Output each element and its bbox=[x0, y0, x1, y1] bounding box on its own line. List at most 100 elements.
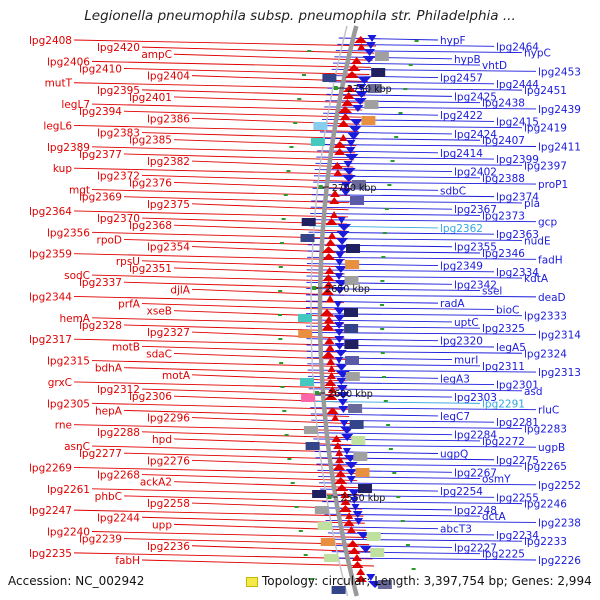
kbp-ticks: 2750 kbp 2700 kbp 2650 kbp 2600 kbp 2550 kbp bbox=[312, 84, 392, 504]
leader-line bbox=[323, 112, 439, 116]
forward-gene-arrow bbox=[324, 393, 338, 400]
accession-info: Accession: NC_002942 bbox=[8, 574, 144, 588]
reverse-gene-arrow bbox=[357, 77, 371, 84]
track-tick bbox=[382, 232, 387, 234]
genome-ring bbox=[278, 25, 419, 597]
feature-block bbox=[346, 244, 360, 253]
reverse-gene-arrow bbox=[334, 273, 344, 280]
leader-line bbox=[313, 444, 537, 448]
forward-gene-arrow bbox=[327, 372, 336, 379]
reverse-gene-arrow bbox=[345, 469, 357, 476]
leader-line bbox=[73, 381, 347, 389]
leader-line bbox=[91, 274, 345, 282]
forward-gene-label: lpg2385 bbox=[129, 135, 172, 147]
forward-gene-arrow bbox=[345, 512, 354, 519]
forward-gene-arrow bbox=[340, 491, 350, 498]
forward-gene-label: lpg2305 bbox=[47, 398, 90, 410]
forward-gene-label: motB bbox=[112, 341, 140, 353]
forward-gene-arrow bbox=[322, 253, 336, 260]
forward-gene-label: ackA2 bbox=[140, 477, 172, 489]
reverse-gene-label: lpg2233 bbox=[524, 536, 567, 548]
forward-gene-arrow bbox=[321, 288, 335, 295]
kbp-label: 2750 kbp bbox=[347, 84, 392, 95]
reverse-gene-label: gcp bbox=[538, 217, 557, 229]
reverse-gene-label: lpg2424 bbox=[454, 129, 497, 141]
track-tick bbox=[293, 122, 298, 124]
reverse-gene-arrow bbox=[367, 35, 377, 42]
leader-line bbox=[309, 400, 481, 404]
reverse-gene-label: hypC bbox=[524, 48, 551, 60]
forward-gene-label: lpg2344 bbox=[29, 291, 72, 303]
track-tick bbox=[388, 448, 393, 450]
feature-block bbox=[355, 468, 370, 477]
reverse-gene-arrow bbox=[362, 56, 376, 63]
forward-gene-label: lpg2370 bbox=[97, 213, 140, 225]
track-tick bbox=[278, 266, 283, 268]
forward-gene-label: legL6 bbox=[43, 120, 72, 132]
forward-gene-label: lpg2420 bbox=[97, 42, 140, 54]
leader-line bbox=[141, 89, 365, 97]
leader-line bbox=[306, 269, 495, 273]
leader-line bbox=[331, 68, 537, 72]
leader-line bbox=[173, 352, 346, 360]
forward-gene-arrow bbox=[325, 239, 336, 246]
feature-block bbox=[298, 330, 313, 338]
leader-line bbox=[308, 382, 495, 386]
reverse-gene-arrow bbox=[339, 420, 349, 427]
reverse-gene-label: lpg2388 bbox=[482, 173, 525, 185]
leader-line bbox=[309, 219, 537, 223]
leader-line bbox=[316, 156, 495, 160]
reverse-gene-label: lpg2314 bbox=[538, 329, 581, 341]
leader-line bbox=[91, 360, 346, 367]
leader-line bbox=[173, 310, 345, 318]
leader-line bbox=[191, 459, 356, 467]
track-tick bbox=[380, 352, 385, 354]
reverse-gene-label: lpg2248 bbox=[454, 505, 497, 517]
forward-gene-label: hemA bbox=[59, 313, 90, 325]
forward-gene-arrow bbox=[333, 141, 347, 148]
reverse-gene-label: deaD bbox=[538, 292, 566, 304]
reverse-gene-label: lpg2225 bbox=[482, 549, 525, 561]
reverse-gene-arrow bbox=[344, 462, 358, 469]
reverse-gene-arrow bbox=[336, 231, 350, 238]
reverse-gene-label: lpg2267 bbox=[454, 467, 497, 479]
reverse-gene-label: lpg2415 bbox=[496, 116, 539, 128]
feature-block bbox=[344, 324, 359, 333]
feature-block bbox=[371, 68, 386, 77]
feature-block bbox=[310, 138, 325, 146]
feature-block bbox=[345, 260, 360, 269]
feature-block bbox=[320, 538, 335, 546]
leader-line bbox=[191, 117, 360, 125]
track-tick bbox=[396, 496, 401, 498]
reverse-gene-arrow bbox=[335, 357, 344, 364]
forward-gene-label: rpoD bbox=[97, 234, 123, 246]
reverse-gene-label: lpg2333 bbox=[524, 311, 567, 323]
reverse-gene-label: lpg2303 bbox=[454, 392, 497, 404]
leader-line bbox=[91, 445, 354, 453]
reverse-gene-arrow bbox=[345, 147, 356, 154]
reverse-gene-label: lpg2362 bbox=[440, 223, 483, 235]
forward-gene-label: motA bbox=[162, 370, 191, 382]
reverse-gene-label: lpg2275 bbox=[496, 455, 539, 467]
leader-line bbox=[334, 56, 453, 60]
forward-gene-arrow bbox=[335, 456, 345, 463]
reverse-gene-arrow bbox=[364, 49, 376, 56]
reverse-gene-label: lpg2255 bbox=[496, 492, 539, 504]
feature-block bbox=[314, 506, 329, 514]
forward-gene-label: lpg2356 bbox=[47, 227, 90, 239]
leader-line bbox=[311, 194, 495, 198]
forward-gene-label: kup bbox=[53, 163, 72, 175]
forward-gene-label: lpg2364 bbox=[29, 206, 72, 218]
forward-gene-label: legL7 bbox=[61, 99, 90, 111]
leader-line bbox=[91, 60, 371, 68]
track-tick bbox=[380, 304, 384, 306]
reverse-gene-label: lpg2234 bbox=[496, 530, 539, 542]
reverse-gene-arrow bbox=[347, 133, 360, 140]
leader-line bbox=[123, 495, 361, 503]
track-tick bbox=[278, 338, 283, 340]
forward-gene-label: lpg2288 bbox=[97, 427, 140, 439]
track-tick bbox=[390, 160, 395, 162]
leader-line bbox=[141, 217, 348, 225]
reverse-gene-label: lpg2397 bbox=[524, 160, 567, 172]
forward-gene-arrow bbox=[335, 449, 344, 456]
